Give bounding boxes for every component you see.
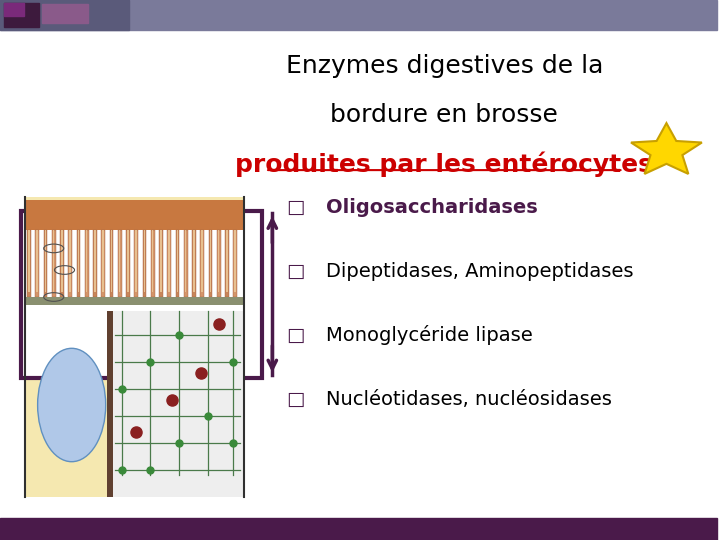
Bar — [113, 310, 243, 497]
Bar — [135, 230, 137, 292]
Text: Dipeptidases, Aminopeptidases: Dipeptidases, Aminopeptidases — [326, 262, 634, 281]
Bar — [22, 211, 261, 378]
Bar — [202, 230, 203, 292]
Bar — [93, 230, 97, 297]
Text: Enzymes digestives de la: Enzymes digestives de la — [286, 54, 603, 78]
Bar — [86, 230, 87, 292]
Bar — [160, 230, 161, 292]
Bar — [176, 230, 179, 297]
Text: □: □ — [287, 389, 305, 409]
Bar — [37, 230, 38, 292]
Bar — [107, 310, 113, 497]
Bar — [143, 230, 145, 292]
Bar — [42, 4, 88, 23]
Bar — [28, 230, 30, 292]
Bar — [126, 230, 130, 297]
Bar — [4, 3, 24, 16]
Polygon shape — [631, 123, 702, 174]
Bar — [234, 230, 235, 292]
Bar — [68, 230, 72, 297]
Bar — [143, 230, 146, 297]
Bar — [102, 230, 105, 297]
Bar — [135, 230, 138, 297]
Bar — [225, 230, 229, 297]
Bar — [159, 230, 163, 297]
Bar — [45, 230, 46, 292]
Bar — [0, 0, 129, 30]
Bar — [127, 230, 129, 292]
Text: Nucléotidases, nucléosidases: Nucléotidases, nucléosidases — [326, 389, 612, 409]
Bar — [226, 230, 228, 292]
Bar — [217, 230, 220, 292]
Bar — [233, 230, 237, 297]
Bar — [76, 230, 81, 297]
Bar — [69, 230, 71, 292]
Bar — [193, 230, 194, 292]
Bar — [0, 518, 716, 540]
Bar — [176, 230, 178, 292]
Bar — [118, 230, 122, 297]
Text: Oligosaccharidases: Oligosaccharidases — [326, 198, 538, 218]
Bar — [25, 197, 243, 497]
Bar — [4, 3, 40, 27]
Bar — [200, 230, 204, 297]
Text: □: □ — [287, 262, 305, 281]
Bar — [119, 230, 120, 292]
Bar — [27, 230, 31, 297]
Bar — [61, 230, 63, 292]
Bar — [217, 230, 220, 297]
Text: produites par les entérocytes: produites par les entérocytes — [235, 151, 653, 177]
Bar — [52, 230, 55, 297]
Bar — [53, 230, 55, 292]
Bar — [109, 230, 114, 297]
Bar — [78, 230, 79, 292]
Bar — [210, 230, 211, 292]
Bar — [152, 230, 153, 292]
Bar — [25, 297, 243, 305]
Bar — [0, 0, 716, 30]
Text: bordure en brosse: bordure en brosse — [330, 103, 558, 126]
Bar — [151, 230, 155, 297]
Bar — [60, 230, 64, 297]
Bar — [102, 230, 104, 292]
Bar — [35, 230, 39, 297]
Text: Monoglycéride lipase: Monoglycéride lipase — [326, 325, 533, 346]
Bar — [167, 230, 171, 297]
Bar — [25, 200, 243, 230]
Bar — [185, 230, 186, 292]
Bar — [168, 230, 170, 292]
Bar — [94, 230, 96, 292]
Bar — [85, 230, 89, 297]
Ellipse shape — [37, 348, 106, 462]
Bar — [209, 230, 212, 297]
Bar — [192, 230, 196, 297]
Text: □: □ — [287, 198, 305, 218]
Text: □: □ — [287, 326, 305, 345]
Bar — [44, 230, 48, 297]
Bar — [184, 230, 188, 297]
Bar — [111, 230, 112, 292]
